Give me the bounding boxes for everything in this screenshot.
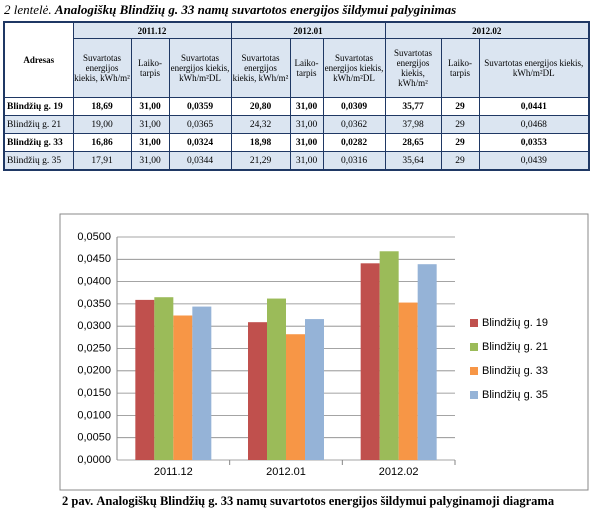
table-cell: 31,00 bbox=[289, 151, 324, 171]
y-tick-label: 0,0150 bbox=[77, 387, 111, 399]
legend-swatch bbox=[470, 367, 478, 375]
table-caption: 2 lentelė. Analogiškų Blindžių g. 33 nam… bbox=[4, 2, 456, 18]
table-cell: 31,00 bbox=[289, 115, 324, 134]
y-tick-label: 0,0400 bbox=[77, 276, 111, 288]
table-cell: 20,80 bbox=[230, 97, 291, 116]
data-table: Adresas 2011.12 2012.01 2012.02 Suvartotas e… bbox=[3, 21, 590, 171]
table-cell: 17,91 bbox=[72, 151, 132, 171]
table-cell: 28,65 bbox=[384, 133, 442, 152]
caption-text: Analogiškų Blindžių g. 33 namų suvartoto… bbox=[54, 2, 457, 17]
y-tick-label: 0,0500 bbox=[77, 231, 111, 243]
legend-swatch bbox=[470, 319, 478, 327]
table-cell: 24,32 bbox=[230, 115, 291, 134]
table-cell: Blindžių g. 33 bbox=[3, 133, 74, 152]
bar bbox=[154, 297, 174, 460]
y-tick-label: 0,0450 bbox=[77, 253, 111, 265]
table-cell: 0,0353 bbox=[478, 133, 590, 152]
column-header: Laiko-tarpis bbox=[130, 38, 170, 98]
y-tick-label: 0,0100 bbox=[77, 409, 111, 421]
table-cell: 29 bbox=[440, 115, 480, 134]
column-header: Suvartotas energijos kiekis, kWh/m²DL bbox=[478, 38, 590, 98]
table-cell: Blindžių g. 19 bbox=[3, 97, 74, 116]
table-cell: 19,00 bbox=[72, 115, 132, 134]
table-cell: 0,0324 bbox=[168, 133, 232, 152]
table-cell: 35,77 bbox=[384, 97, 442, 116]
table-cell: 0,0365 bbox=[168, 115, 232, 134]
header-cell: Adresas bbox=[3, 21, 74, 98]
bar bbox=[379, 251, 399, 460]
column-header: Suvartotas energijos kiekis, kWh/m² bbox=[384, 38, 442, 98]
x-tick-label: 2012.01 bbox=[266, 466, 306, 478]
table-cell: Blindžių g. 35 bbox=[3, 151, 74, 171]
table-cell: 35,64 bbox=[384, 151, 442, 171]
table-cell: 31,00 bbox=[130, 133, 170, 152]
x-tick-label: 2011.12 bbox=[154, 466, 193, 478]
table-cell: Blindžių g. 21 bbox=[3, 115, 74, 134]
y-tick-label: 0,0200 bbox=[77, 365, 111, 377]
table-cell: 21,29 bbox=[230, 151, 291, 171]
period-header: 2012.02 bbox=[384, 21, 590, 39]
table-cell: 0,0359 bbox=[168, 97, 232, 116]
caption-label: 2 pav. bbox=[62, 494, 94, 508]
bar bbox=[286, 334, 305, 460]
y-tick-label: 0,0000 bbox=[77, 454, 111, 466]
table-cell: 0,0468 bbox=[478, 115, 590, 134]
legend-label: Blindžių g. 21 bbox=[482, 341, 548, 353]
bar bbox=[248, 322, 267, 460]
column-header: Suvartotas energijos kiekis, kWh/m²DL bbox=[168, 38, 232, 98]
column-header: Laiko-tarpis bbox=[440, 38, 480, 98]
legend-swatch bbox=[470, 391, 478, 399]
table-cell: 29 bbox=[440, 97, 480, 116]
bar bbox=[267, 298, 286, 460]
table-cell: 29 bbox=[440, 133, 480, 152]
table-cell: 37,98 bbox=[384, 115, 442, 134]
y-tick-label: 0,0250 bbox=[77, 342, 111, 354]
table-cell: 31,00 bbox=[289, 97, 324, 116]
bar bbox=[398, 302, 418, 460]
legend-label: Blindžių g. 33 bbox=[482, 365, 548, 377]
legend-label: Blindžių g. 19 bbox=[482, 317, 548, 329]
y-tick-label: 0,0350 bbox=[77, 298, 111, 310]
legend-label: Blindžių g. 35 bbox=[482, 389, 548, 401]
y-tick-label: 0,0300 bbox=[77, 320, 111, 332]
y-tick-label: 0,0050 bbox=[77, 432, 111, 444]
x-tick-label: 2012.02 bbox=[379, 466, 419, 478]
table-cell: 18,69 bbox=[72, 97, 132, 116]
table-cell: 0,0316 bbox=[322, 151, 386, 171]
column-header: Suvartotas energijos kiekis, kWh/m²DL bbox=[322, 38, 386, 98]
table-cell: 0,0441 bbox=[478, 97, 590, 116]
table-cell: 0,0309 bbox=[322, 97, 386, 116]
bar bbox=[360, 263, 380, 460]
column-header: Suvartotas energijos kiekis, kWh/m² bbox=[230, 38, 291, 98]
table-cell: 31,00 bbox=[130, 151, 170, 171]
bar bbox=[417, 264, 437, 460]
figure-caption: 2 pav. Analogiškų Blindžių g. 33 namų su… bbox=[62, 494, 554, 509]
bar bbox=[305, 319, 324, 460]
legend-swatch bbox=[470, 343, 478, 351]
caption-text: Analogiškų Blindžių g. 33 namų suvartoto… bbox=[96, 494, 555, 508]
caption-label: 2 lentelė. bbox=[4, 2, 52, 17]
table-cell: 31,00 bbox=[130, 97, 170, 116]
table-cell: 0,0282 bbox=[322, 133, 386, 152]
bar bbox=[135, 299, 155, 460]
period-header: 2012.01 bbox=[230, 21, 386, 39]
table-cell: 31,00 bbox=[289, 133, 324, 152]
column-header: Suvartotas energijos kiekis, kWh/m² bbox=[72, 38, 132, 98]
table-cell: 0,0362 bbox=[322, 115, 386, 134]
table-cell: 0,0344 bbox=[168, 151, 232, 171]
table-cell: 18,98 bbox=[230, 133, 291, 152]
column-header: Laiko-tarpis bbox=[289, 38, 324, 98]
table-cell: 16,86 bbox=[72, 133, 132, 152]
table-cell: 31,00 bbox=[130, 115, 170, 134]
table-cell: 29 bbox=[440, 151, 480, 171]
bar bbox=[192, 306, 212, 460]
bar bbox=[173, 315, 193, 460]
table-cell: 0,0439 bbox=[478, 151, 590, 171]
period-header: 2011.12 bbox=[72, 21, 232, 39]
chart: 0,0000 0,0050 0,0100 0,0150 0,0200 0,0250 0,03… bbox=[59, 213, 589, 491]
